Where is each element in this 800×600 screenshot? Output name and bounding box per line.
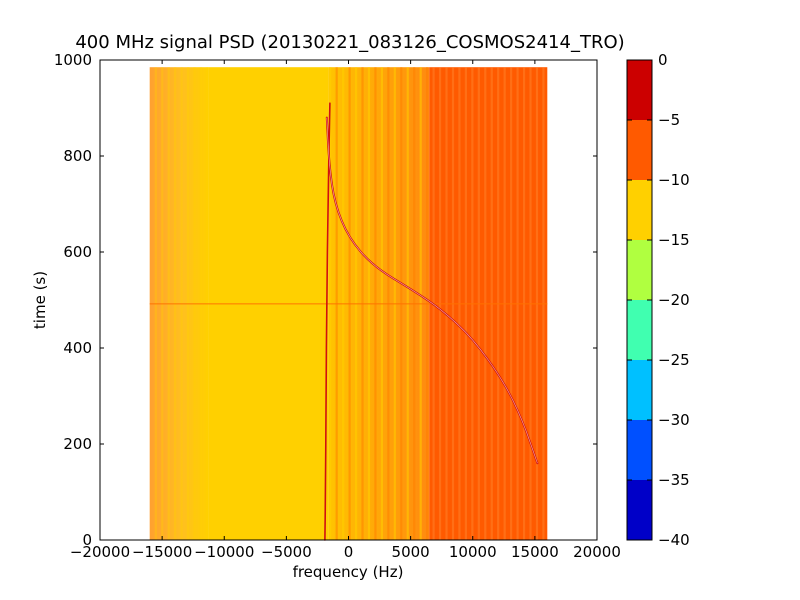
x-tick-label: 15000 bbox=[511, 543, 559, 561]
colorbar-segment bbox=[627, 300, 652, 360]
x-axis-label: frequency (Hz) bbox=[293, 563, 404, 581]
y-axis-label: time (s) bbox=[31, 271, 49, 329]
colorbar-segment bbox=[627, 240, 652, 300]
colorbar-tick-label: −40 bbox=[658, 531, 690, 549]
y-ticks: 0 200 400 600 800 1000 bbox=[54, 51, 597, 549]
y-tick-label: 800 bbox=[63, 147, 92, 165]
colorbar-tick-label: −35 bbox=[658, 471, 690, 489]
heatmap-image bbox=[149, 67, 548, 540]
trace-doppler-core bbox=[326, 117, 538, 464]
colorbar: −40 −35 −30 −25 −20 −15 −10 −5 0 bbox=[626, 51, 690, 549]
y-tick-label: 0 bbox=[82, 531, 92, 549]
colorbar-tick-label: −25 bbox=[658, 351, 690, 369]
colorbar-tick-label: 0 bbox=[658, 51, 668, 69]
colorbar-segment bbox=[627, 180, 652, 240]
y-tick-label: 600 bbox=[63, 243, 92, 261]
colorbar-segment bbox=[627, 360, 652, 420]
colorbar-segment bbox=[627, 480, 652, 540]
plot-area: −20000 −15000 −10000 −5000 0 5000 10000 15000 20… bbox=[54, 51, 621, 561]
x-tick-label: 5000 bbox=[392, 543, 430, 561]
x-tick-label: 0 bbox=[344, 543, 354, 561]
colorbar-tick-label: −20 bbox=[658, 291, 690, 309]
colorbar-tick-label: −30 bbox=[658, 411, 690, 429]
colorbar-tick-label: −5 bbox=[658, 111, 680, 129]
x-tick-label: 20000 bbox=[573, 543, 621, 561]
signal-traces bbox=[324, 102, 539, 541]
y-tick-label: 400 bbox=[63, 339, 92, 357]
x-tick-label: −5000 bbox=[261, 543, 312, 561]
x-tick-label: −10000 bbox=[194, 543, 254, 561]
x-tick-label: −20000 bbox=[70, 543, 130, 561]
y-tick-label: 1000 bbox=[54, 51, 92, 69]
y-tick-label: 200 bbox=[63, 435, 92, 453]
heat-time-glitch bbox=[149, 303, 548, 305]
chart-title: 400 MHz signal PSD (20130221_083126_COSM… bbox=[75, 32, 624, 53]
x-tick-label: 10000 bbox=[449, 543, 497, 561]
colorbar-segment bbox=[627, 420, 652, 480]
x-tick-label: −15000 bbox=[132, 543, 192, 561]
x-ticks: −20000 −15000 −10000 −5000 0 5000 10000 15000 20… bbox=[70, 60, 621, 561]
colorbar-segment bbox=[627, 60, 652, 120]
colorbar-segment bbox=[627, 120, 652, 180]
colorbar-tick-label: −15 bbox=[658, 231, 690, 249]
colorbar-tick-label: −10 bbox=[658, 171, 690, 189]
